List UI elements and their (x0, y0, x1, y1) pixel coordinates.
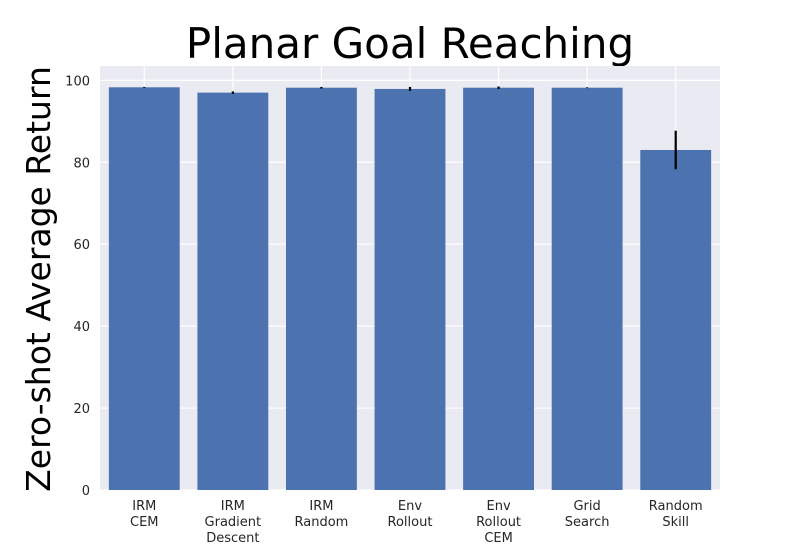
x-tick-label: Random Skill (649, 499, 703, 530)
x-tick-label: Env Rollout (388, 499, 433, 530)
bar-3 (286, 87, 357, 491)
y-tick-label: 60 (73, 238, 90, 253)
x-tick-label: IRM Random (295, 499, 349, 530)
y-tick-label: 40 (73, 320, 90, 335)
bar-1 (108, 87, 180, 490)
chart-title: Planar Goal Reaching (186, 19, 634, 68)
bar-4 (374, 88, 446, 490)
x-tick-label: Env Rollout CEM (476, 499, 521, 546)
plot-area: 0 20 40 60 80 100 IRM CEM IRM Gradient Descent IRM R… (65, 66, 720, 546)
bar-5 (463, 87, 534, 491)
x-tick-label: IRM CEM (130, 499, 159, 530)
x-tick-label: Grid Search (565, 499, 610, 530)
bar-7 (640, 149, 712, 490)
bar-6 (551, 87, 623, 491)
y-tick-label: 100 (65, 74, 90, 89)
bar-2 (197, 92, 269, 490)
y-tick-label: 20 (73, 402, 90, 417)
x-tick-label: IRM Gradient Descent (205, 499, 262, 546)
y-axis-label: Zero-shot Average Return (19, 66, 58, 492)
y-tick-label: 80 (73, 156, 90, 171)
y-tick-label: 0 (82, 484, 90, 499)
